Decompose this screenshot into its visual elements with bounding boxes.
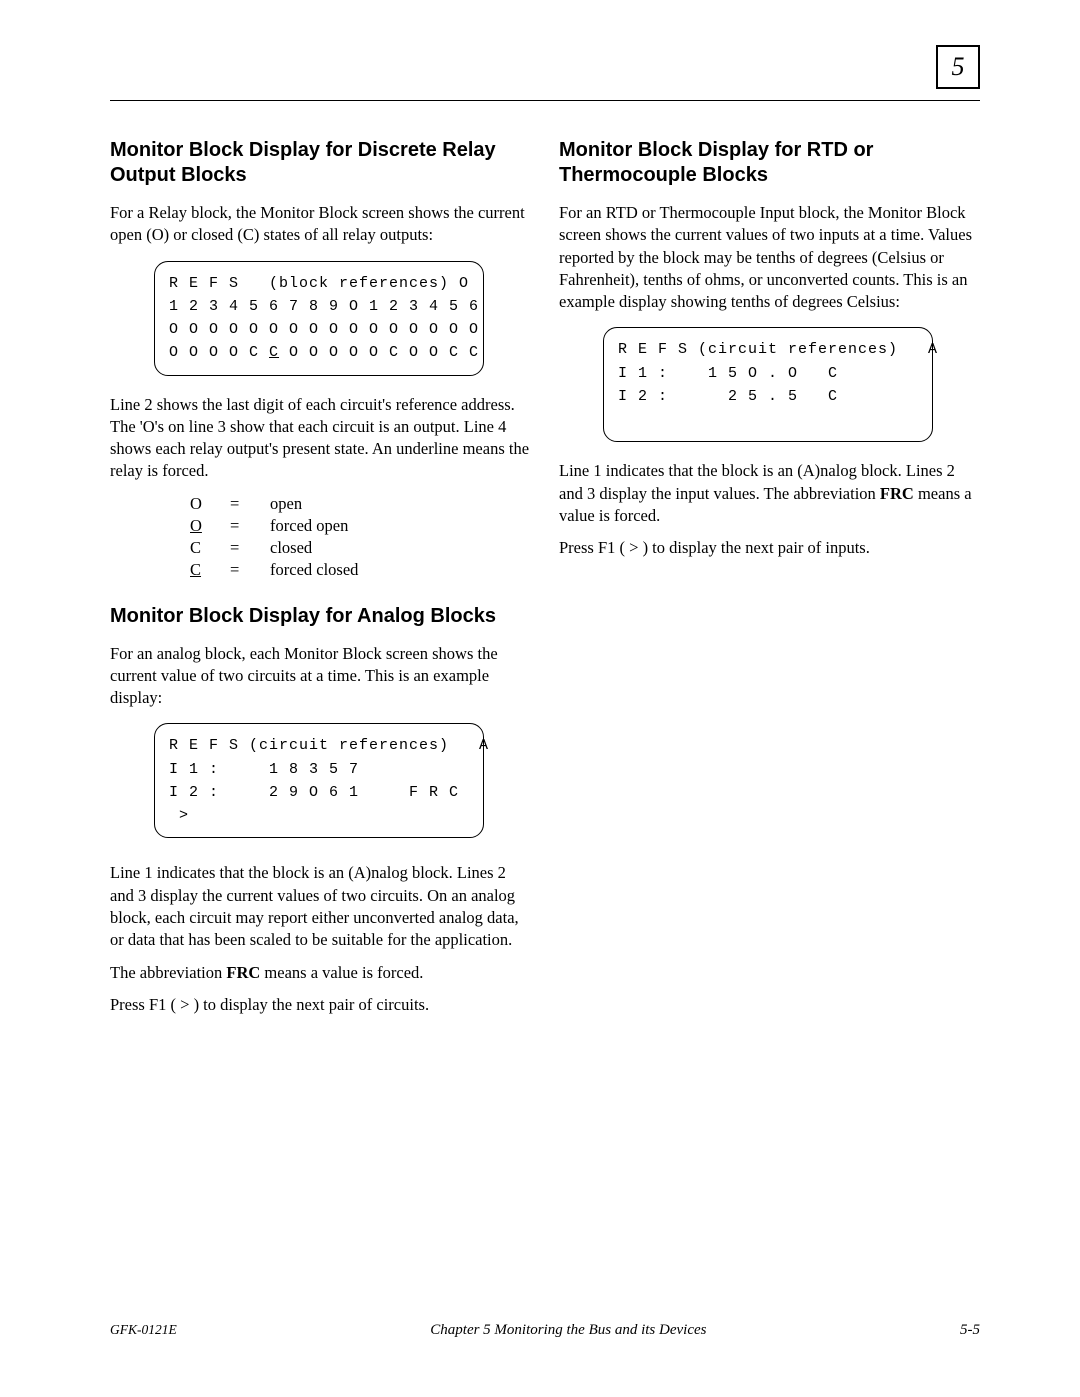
para-relay-explain: Line 2 shows the last digit of each circ…	[110, 394, 531, 483]
legend-eq: =	[230, 493, 270, 515]
chapter-number: 5	[952, 52, 965, 82]
para-rtd-explain: Line 1 indicates that the block is an (A…	[559, 460, 980, 527]
footer-doc: GFK-0121E	[110, 1322, 177, 1338]
heading-analog: Monitor Block Display for Analog Blocks	[110, 604, 531, 629]
legend-symbol: O	[190, 515, 230, 537]
legend-symbol: C	[190, 559, 230, 581]
display-line: R E F S (circuit references) A	[618, 341, 938, 358]
para-rtd-f1: Press F1 ( > ) to display the next pair …	[559, 537, 980, 559]
heading-rtd: Monitor Block Display for RTD or Thermoc…	[559, 138, 980, 188]
text-bold: FRC	[226, 963, 260, 982]
legend-symbol: C	[190, 537, 230, 559]
display-line: I 1 : 1 8 3 5 7	[169, 761, 359, 778]
para-frc: The abbreviation FRC means a value is fo…	[110, 962, 531, 984]
display-analog: R E F S (circuit references) A I 1 : 1 8…	[154, 723, 484, 838]
para-analog-explain: Line 1 indicates that the block is an (A…	[110, 862, 531, 951]
text-bold: FRC	[880, 484, 914, 503]
para-rtd-intro: For an RTD or Thermocouple Input block, …	[559, 202, 980, 313]
display-text: O O O O C	[169, 344, 269, 361]
display-line: I 2 : 2 5 . 5 C	[618, 388, 838, 405]
chapter-number-box: 5	[936, 45, 980, 89]
display-line: O O O O C C O O O O O C O O C C	[169, 344, 479, 361]
legend-row: C = forced closed	[190, 559, 531, 581]
legend-desc: forced open	[270, 515, 348, 537]
para-analog-intro: For an analog block, each Monitor Block …	[110, 643, 531, 710]
left-column: Monitor Block Display for Discrete Relay…	[110, 138, 531, 1026]
legend-symbol: O	[190, 493, 230, 515]
display-line: R E F S (block references) O	[169, 275, 469, 292]
content-columns: Monitor Block Display for Discrete Relay…	[110, 138, 980, 1026]
legend-eq: =	[230, 515, 270, 537]
display-relay: R E F S (block references) O 1 2 3 4 5 6…	[154, 261, 484, 376]
text: means a value is forced.	[260, 963, 423, 982]
footer-page: 5-5	[960, 1322, 980, 1339]
legend-row: O = open	[190, 493, 531, 515]
legend-desc: open	[270, 493, 302, 515]
display-line: R E F S (circuit references) A	[169, 737, 489, 754]
display-line: 1 2 3 4 5 6 7 8 9 O 1 2 3 4 5 6	[169, 298, 479, 315]
legend-row: C = closed	[190, 537, 531, 559]
page-footer: GFK-0121E Chapter 5 Monitoring the Bus a…	[110, 1322, 980, 1339]
display-line: I 1 : 1 5 O . O C	[618, 365, 838, 382]
footer-chapter: Chapter 5 Monitoring the Bus and its Dev…	[430, 1322, 706, 1339]
para-relay-intro: For a Relay block, the Monitor Block scr…	[110, 202, 531, 247]
display-line: >	[169, 807, 189, 824]
top-rule	[110, 100, 980, 101]
text: The abbreviation	[110, 963, 226, 982]
display-rtd: R E F S (circuit references) A I 1 : 1 5…	[603, 327, 933, 442]
legend-eq: =	[230, 559, 270, 581]
display-line: O O O O O O O O O O O O O O O O	[169, 321, 479, 338]
display-line	[618, 411, 628, 428]
right-column: Monitor Block Display for RTD or Thermoc…	[559, 138, 980, 1026]
legend-row: O = forced open	[190, 515, 531, 537]
legend-table: O = open O = forced open C = closed C =	[190, 493, 531, 582]
legend-desc: closed	[270, 537, 312, 559]
legend-eq: =	[230, 537, 270, 559]
para-f1: Press F1 ( > ) to display the next pair …	[110, 994, 531, 1016]
legend-desc: forced closed	[270, 559, 358, 581]
display-line: I 2 : 2 9 O 6 1 F R C	[169, 784, 459, 801]
heading-relay: Monitor Block Display for Discrete Relay…	[110, 138, 531, 188]
display-text-underline: C	[269, 344, 279, 361]
display-text: O O O O O C O O C C	[279, 344, 479, 361]
